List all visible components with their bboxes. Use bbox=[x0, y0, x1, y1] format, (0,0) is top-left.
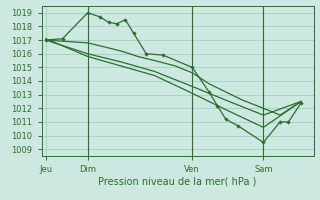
X-axis label: Pression niveau de la mer( hPa ): Pression niveau de la mer( hPa ) bbox=[99, 177, 257, 187]
